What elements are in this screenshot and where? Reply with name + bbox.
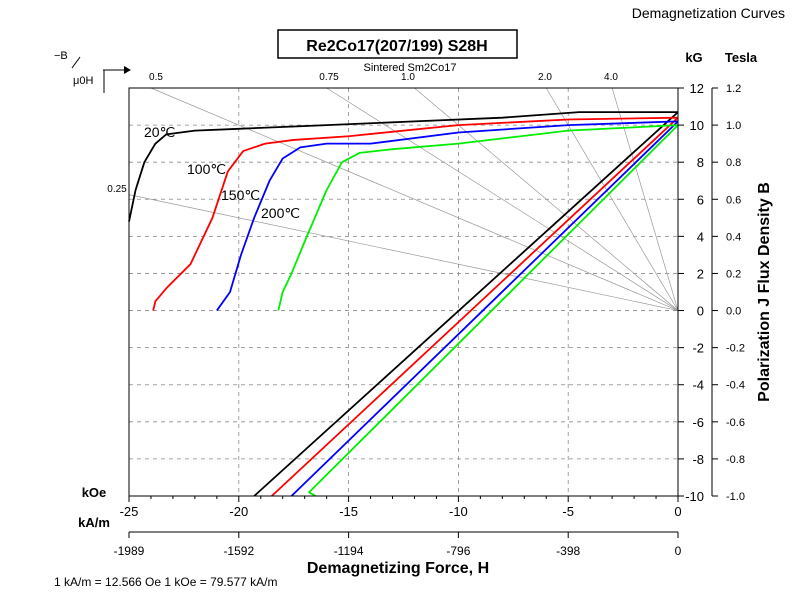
x-tick-label-kAm: -1194 xyxy=(334,544,364,558)
symbol-slash xyxy=(71,56,81,69)
x-tick-label-kAm: 0 xyxy=(675,544,682,558)
y-tick-label-tesla: -0.4 xyxy=(726,380,745,392)
permeance-line xyxy=(128,194,679,311)
unit-kG: kG xyxy=(685,50,702,65)
y-tick-label-kG: -6 xyxy=(692,415,704,430)
y-tick-label-tesla: -0.8 xyxy=(726,454,745,466)
x-tick-label-kOe: 0 xyxy=(674,504,681,519)
conversion-note: 1 kA/m = 12.566 Oe 1 kOe = 79.577 kA/m xyxy=(54,575,277,589)
permeance-lines: 0.5 0.75 1.0 2.0 4.0 0.25 xyxy=(107,72,679,311)
y-tick-label-kG: -4 xyxy=(692,378,704,393)
y-tick-label-tesla: 0.0 xyxy=(726,306,741,318)
x-axis-title: Demagnetizing Force, H xyxy=(307,560,489,577)
curves xyxy=(128,111,679,497)
permeance-line xyxy=(611,87,679,311)
y-tick-label-tesla: -1.0 xyxy=(726,491,745,503)
x-tick-label-kAm: -796 xyxy=(446,544,470,558)
permeance-label: 2.0 xyxy=(538,72,552,83)
y-tick-label-tesla: 0.6 xyxy=(726,194,741,206)
permeance-label: 0.5 xyxy=(149,72,163,83)
top-axis-label: Sintered Sm2Co17 xyxy=(364,62,457,74)
permeance-label: 4.0 xyxy=(604,72,618,83)
y-tick-label-tesla: 1.0 xyxy=(726,120,741,132)
x-tick-label-kAm: -1989 xyxy=(114,544,145,558)
b-symbol: −B xyxy=(54,50,68,62)
j-curve-series-3 xyxy=(277,124,679,311)
y-tick-label-tesla: 1.2 xyxy=(726,83,741,95)
x-tick-label-kOe: -15 xyxy=(339,504,358,519)
x-tick-label-kAm: -398 xyxy=(556,544,580,558)
x-tick-label-kOe: -10 xyxy=(449,504,468,519)
b-line-series-1 xyxy=(271,117,679,497)
unit-kOe: kOe xyxy=(82,485,107,500)
y-tick-label-tesla: -0.2 xyxy=(726,343,745,355)
x-tick-label-kOe: -5 xyxy=(562,504,574,519)
x-tick-label-kAm: -1592 xyxy=(223,544,254,558)
x-tick-label-kOe: -20 xyxy=(229,504,248,519)
b-line-series-2 xyxy=(290,120,679,497)
j-curve-series-0 xyxy=(128,111,678,222)
j-curve-series-2 xyxy=(216,120,679,312)
b-line-series-0 xyxy=(253,111,679,497)
permeance-label: 0.25 xyxy=(107,184,127,195)
y-tick-label-tesla: 0.8 xyxy=(726,157,741,169)
y-tick-label-kG: 8 xyxy=(697,155,704,170)
temp-label-100: 100℃ xyxy=(187,161,226,177)
plot-frame xyxy=(128,87,679,497)
y-tick-label-kG: -10 xyxy=(685,489,704,504)
b-line-series-3 xyxy=(308,124,679,497)
symbol-arrow-head xyxy=(124,66,131,74)
y-tick-label-kG: 2 xyxy=(697,266,704,281)
j-curve-series-1 xyxy=(152,116,679,311)
unit-tesla: Tesla xyxy=(725,50,758,65)
permeance-label: 1.0 xyxy=(401,72,415,83)
permeance-label: 0.75 xyxy=(319,72,339,83)
permeance-line xyxy=(326,87,679,311)
y-tick-label-kG: 4 xyxy=(697,229,704,244)
y-axis-title: Polarization J Flux Density B xyxy=(756,182,773,402)
temp-label-200: 200℃ xyxy=(261,205,300,221)
unit-kAm: kA/m xyxy=(78,515,110,530)
x-tick-label-kOe: -25 xyxy=(120,504,139,519)
y-tick-label-kG: -2 xyxy=(692,341,704,356)
grid xyxy=(128,87,679,497)
y-tick-label-kG: 10 xyxy=(690,118,704,133)
mu0h-symbol: μ0H xyxy=(73,75,93,87)
material-title-box xyxy=(277,29,518,59)
permeance-line xyxy=(150,87,679,311)
y-tick-label-tesla: 0.4 xyxy=(726,231,741,243)
corner-title: Demagnetization Curves xyxy=(632,5,785,21)
y-tick-label-kG: 6 xyxy=(697,192,704,207)
y-tick-label-tesla: -0.6 xyxy=(726,417,745,429)
temp-label-20: 20℃ xyxy=(144,124,175,140)
y-tick-label-kG: -8 xyxy=(692,452,704,467)
material-title: Re2Co17(207/199) S28H xyxy=(306,38,487,55)
y-tick-label-kG: 12 xyxy=(690,81,704,96)
temp-label-150: 150℃ xyxy=(221,187,260,203)
y-tick-label-tesla: 0.2 xyxy=(726,268,741,280)
ticks: -25-1989-20-1592-15-1194-10-796-5-398001… xyxy=(114,81,745,558)
y-tick-label-kG: 0 xyxy=(697,304,704,319)
